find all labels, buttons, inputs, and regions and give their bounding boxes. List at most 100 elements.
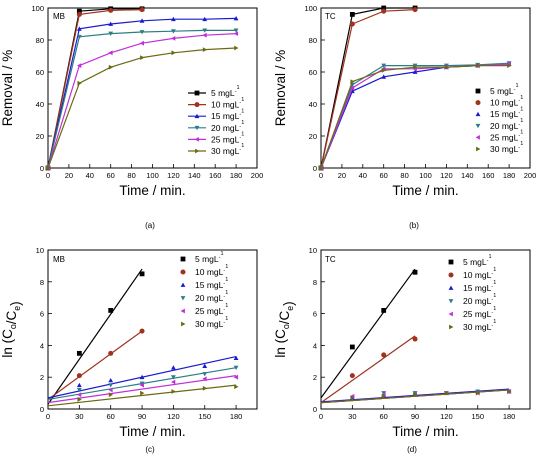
data-point <box>171 389 176 394</box>
y-tick-label: 0 <box>40 164 44 173</box>
legend-label: 10 mgL-1 <box>490 95 523 108</box>
x-tick-label: 30 <box>75 412 83 421</box>
legend-marker <box>180 269 186 275</box>
data-point <box>412 7 418 13</box>
x-tick-label: 200 <box>524 171 537 180</box>
legend-label: 30 mgL-1 <box>211 143 244 156</box>
data-point <box>319 165 324 171</box>
legend-label: 20 mgL-1 <box>211 120 244 133</box>
data-point <box>202 376 207 382</box>
legend-label: 15 mgL-1 <box>463 280 496 293</box>
panel-caption: (c) <box>145 445 155 454</box>
y-tick-label: 80 <box>309 36 317 45</box>
data-point <box>108 50 113 56</box>
data-point <box>233 28 239 33</box>
y-tick-label: 10 <box>36 246 44 255</box>
y-tick-label: 0 <box>313 164 317 173</box>
y-tick-label: 10 <box>309 246 317 255</box>
data-point <box>349 85 355 91</box>
legend-label: 25 mgL-1 <box>211 132 244 145</box>
legend-marker <box>448 272 454 278</box>
legend-label: 25 mgL-1 <box>490 130 523 143</box>
x-tick-label: 180 <box>503 412 516 421</box>
y-tick-label: 4 <box>40 341 44 350</box>
legend-label: 10 mgL-1 <box>211 97 244 110</box>
data-point <box>139 382 144 388</box>
data-point <box>108 377 114 383</box>
series-6 <box>319 63 512 171</box>
data-point <box>475 63 481 68</box>
series-line <box>47 33 237 169</box>
series-6 <box>47 384 239 407</box>
legend-label: 25 mgL-1 <box>463 306 496 319</box>
x-tick-label: 150 <box>471 412 484 421</box>
y-tick-label: 40 <box>36 100 44 109</box>
fit-line <box>47 384 237 407</box>
x-tick-label: 0 <box>46 412 50 421</box>
data-point <box>202 28 208 33</box>
data-point <box>108 31 114 36</box>
x-tick-label: 60 <box>380 412 388 421</box>
series-line <box>320 62 510 169</box>
y-tick-label: 60 <box>36 68 44 77</box>
data-point <box>108 392 114 398</box>
legend-label: 30 mgL-1 <box>463 319 496 332</box>
x-tick-label: 120 <box>167 171 180 180</box>
fit-line <box>320 268 416 399</box>
legend-marker <box>194 113 200 119</box>
legend-label: 20 mgL-1 <box>490 118 523 131</box>
x-tick-label: 60 <box>380 171 388 180</box>
y-tick-label: 8 <box>313 278 317 287</box>
x-tick-label: 0 <box>319 412 323 421</box>
legend-marker <box>475 135 480 140</box>
data-point <box>233 374 239 380</box>
data-point <box>381 5 387 11</box>
data-point <box>413 64 418 70</box>
data-point <box>77 80 82 86</box>
legend-label: 25 mgL-1 <box>195 303 228 316</box>
legend-marker <box>448 259 454 265</box>
series-2 <box>45 7 145 171</box>
legend-label: 5 mgL-1 <box>195 251 224 264</box>
legend-label: 5 mgL-1 <box>463 254 492 267</box>
data-point <box>475 390 481 396</box>
x-tick-label: 160 <box>209 171 222 180</box>
data-point <box>234 45 239 51</box>
series-3 <box>318 61 512 170</box>
legend-marker <box>476 146 481 152</box>
data-point <box>108 387 113 393</box>
panel-tag: MB <box>53 12 65 21</box>
data-point <box>507 63 512 68</box>
data-point <box>139 30 145 35</box>
chart-panel-3: 0 30 60 90 120 150 180 0 2 4 6 8 10 Time / min. ln (Co… <box>0 246 258 454</box>
legend-label: 15 mgL-1 <box>490 106 523 119</box>
legend-label: 10 mgL-1 <box>463 267 496 280</box>
panel-caption: (a) <box>145 221 155 230</box>
y-axis-label: Removal / % <box>0 50 15 127</box>
data-point <box>139 271 145 277</box>
legend-label: 20 mgL-1 <box>195 290 228 303</box>
data-point <box>139 374 145 380</box>
y-tick-label: 100 <box>304 4 317 13</box>
data-point <box>76 26 82 31</box>
data-point <box>412 69 418 74</box>
y-axis-label: ln (Co/Ce) <box>0 301 23 357</box>
x-tick-label: 140 <box>461 171 474 180</box>
data-point <box>76 382 82 388</box>
series-line <box>320 7 416 169</box>
data-point <box>202 32 207 38</box>
legend-label: 5 mgL-1 <box>211 85 240 98</box>
x-tick-label: 0 <box>46 171 50 180</box>
x-tick-label: 60 <box>107 171 115 180</box>
x-tick-label: 0 <box>319 171 323 180</box>
legend-marker <box>180 282 186 287</box>
data-point <box>412 336 418 342</box>
y-axis-label: ln (Co/Ce) <box>273 301 296 357</box>
data-point <box>412 63 418 68</box>
x-tick-label: 20 <box>338 171 346 180</box>
legend-label: 5 mgL-1 <box>490 83 519 96</box>
y-tick-label: 60 <box>309 68 317 77</box>
data-point <box>381 352 387 358</box>
data-point <box>381 68 387 73</box>
series-3 <box>45 16 239 170</box>
